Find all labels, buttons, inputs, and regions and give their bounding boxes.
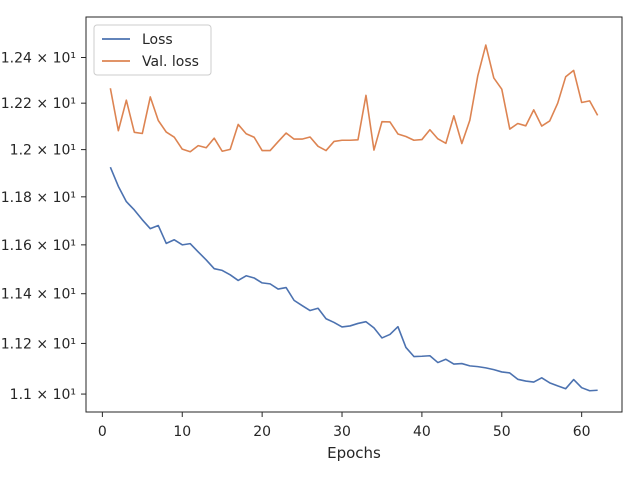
y-tick-label: 1.1 × 10¹ [10, 387, 76, 403]
y-tick-label: 1.16 × 10¹ [1, 238, 76, 254]
plot-frame [85, 16, 623, 413]
y-tick-label: 1.2 × 10¹ [10, 143, 76, 159]
x-tick-label: 60 [573, 424, 591, 440]
y-tick-label: 1.18 × 10¹ [1, 190, 76, 206]
y-tick-label: 1.22 × 10¹ [1, 96, 76, 112]
series-line-val-loss [109, 44, 599, 153]
x-tick-label: 30 [333, 424, 351, 440]
y-axis-ticks: 1.1 × 10¹ 1.12 × 10¹ 1.14 × 10¹ 1.16 × 10¹ 1… [1, 50, 86, 403]
x-tick-label: 20 [253, 424, 271, 440]
y-tick-label: 1.14 × 10¹ [1, 287, 76, 303]
x-tick-label: 10 [173, 424, 191, 440]
legend-box [93, 24, 212, 76]
legend-entry: Val. loss [142, 54, 199, 70]
x-axis-label: Epochs [327, 444, 381, 462]
series-line-loss [109, 166, 598, 392]
series-layer [109, 44, 599, 392]
plot-area [85, 16, 623, 413]
x-tick-label: 50 [493, 424, 511, 440]
y-tick-label: 1.12 × 10¹ [1, 336, 76, 352]
y-tick-label: 1.24 × 10¹ [1, 50, 76, 66]
x-axis-ticks: 0 10 20 30 40 50 60 [98, 412, 591, 440]
legend: Loss Val. loss [93, 24, 212, 76]
x-tick-label: 0 [98, 424, 107, 440]
x-tick-label: 40 [413, 424, 431, 440]
legend-entry: Loss [142, 32, 173, 48]
